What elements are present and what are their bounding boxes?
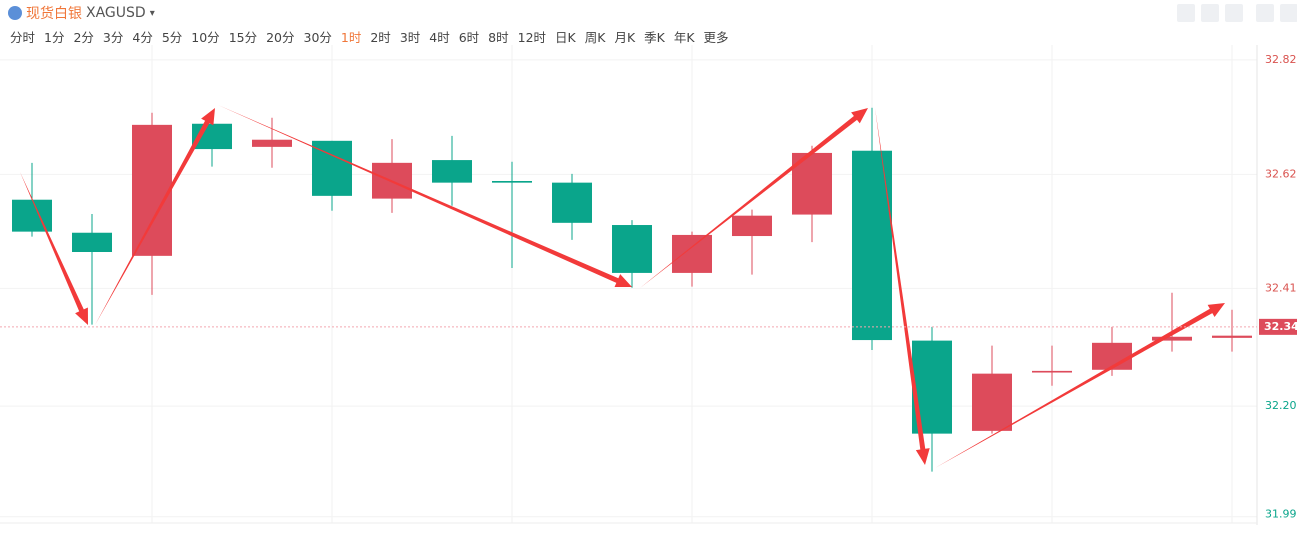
candle-body [492, 180, 532, 183]
y-tick-label: 31.999 [1265, 508, 1297, 521]
period-tab[interactable]: 年K [673, 30, 695, 45]
period-tab[interactable]: 分时 [10, 30, 36, 45]
tool-icon[interactable] [1225, 4, 1243, 22]
annotation-arrow [218, 105, 632, 287]
annotation-arrow [935, 303, 1225, 468]
period-tab[interactable]: 30分 [303, 30, 332, 45]
title: 现货白银 [26, 6, 82, 22]
y-tick-label: 32.200 [1265, 399, 1297, 412]
period-tab[interactable]: 1时 [340, 30, 362, 45]
logo [8, 6, 22, 20]
candle-body [1152, 336, 1192, 341]
candle-body [552, 182, 592, 223]
candle-body [132, 124, 172, 256]
tool-icon[interactable] [1201, 4, 1219, 22]
candle-body [72, 232, 112, 252]
period-tab[interactable]: 日K [555, 30, 576, 45]
period-tab[interactable]: 10分 [191, 30, 220, 45]
header: 现货白银 XAGUSD ▾ [8, 3, 155, 23]
candle-body [612, 225, 652, 273]
tool-icon[interactable] [1256, 4, 1274, 22]
period-tab[interactable]: 更多 [703, 30, 729, 45]
candle-body [1032, 370, 1072, 373]
candle-body [672, 234, 712, 273]
period-tab[interactable]: 20分 [266, 30, 295, 45]
period-tab[interactable]: 2分 [73, 30, 94, 45]
candle-body [852, 150, 892, 341]
current-price-box [1259, 318, 1297, 335]
candle-body [732, 215, 772, 237]
period-tab[interactable]: 周K [584, 30, 606, 45]
dropdown-caret[interactable]: ▾ [149, 7, 155, 19]
period-tab[interactable]: 季K [644, 30, 665, 45]
candle-body [12, 199, 52, 232]
candle-body [1212, 335, 1252, 338]
period-tab[interactable]: 12时 [517, 30, 547, 45]
period-tab[interactable]: 15分 [228, 30, 258, 45]
candle-body [432, 160, 472, 183]
candle-body [1092, 342, 1132, 370]
y-tick-label: 32.621 [1265, 167, 1297, 180]
candle-body [252, 139, 292, 147]
symbol[interactable]: XAGUSD [86, 5, 146, 21]
period-tab[interactable]: 1分 [44, 30, 65, 45]
period-tab[interactable]: 4分 [132, 30, 153, 45]
period-tab[interactable]: 月K [614, 30, 636, 45]
candle-body [312, 140, 352, 196]
annotation-arrow [20, 172, 88, 325]
period-tab[interactable]: 4时 [429, 30, 450, 45]
annotation-arrow [95, 108, 215, 325]
period-tab[interactable]: 8时 [488, 30, 509, 45]
period-tab[interactable]: 5分 [161, 30, 183, 45]
y-tick-label: 32.829 [1265, 53, 1297, 66]
period-tab[interactable]: 2时 [370, 30, 391, 45]
current-price-label: 32.344 [1264, 320, 1297, 333]
period-tab[interactable]: 3时 [399, 30, 421, 45]
period-tab[interactable]: 6时 [458, 30, 480, 45]
tool-icon[interactable] [1280, 4, 1297, 22]
annotation-arrow [640, 108, 868, 288]
period-bar: 分时 1分 2分 3分 4分 5分 10分 15分 20分 30分 1时 2时 3时 4时 6时 8时 12时日… [10, 27, 729, 46]
y-tick-label: 32.414 [1265, 281, 1297, 294]
candle-body [972, 373, 1012, 431]
tool-icon[interactable] [1177, 4, 1195, 22]
period-tab[interactable]: 3分 [102, 30, 124, 45]
